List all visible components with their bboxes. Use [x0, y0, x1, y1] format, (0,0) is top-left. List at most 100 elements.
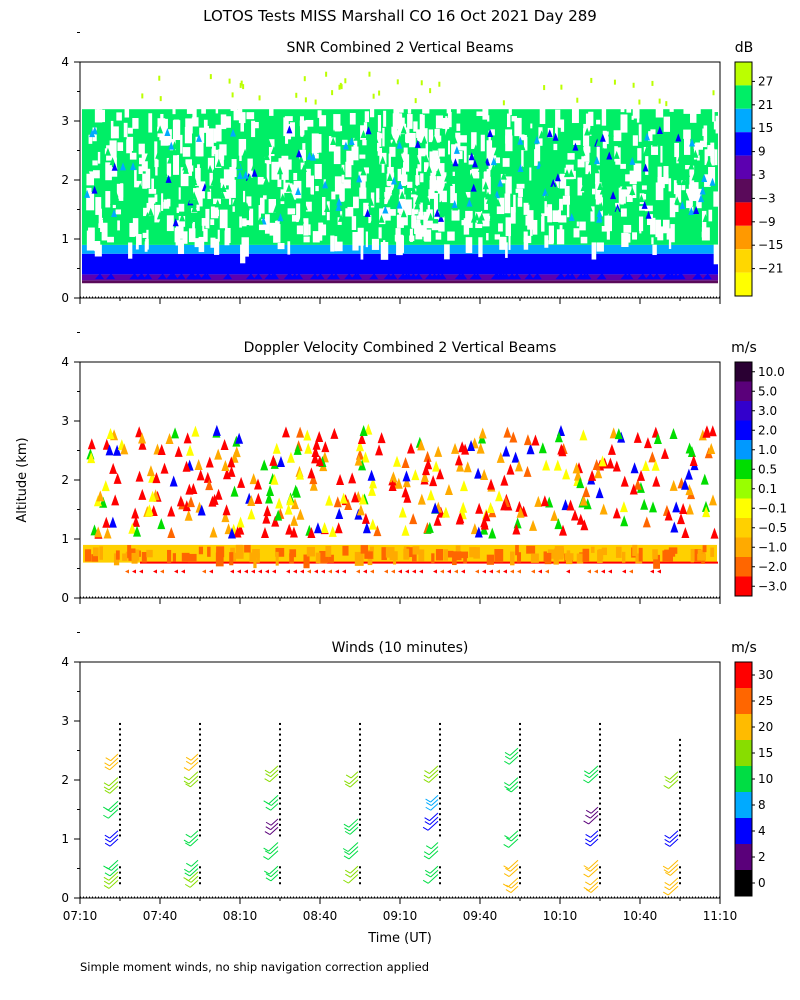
wind-barb [350, 771, 359, 779]
colorbar-swatch [735, 479, 752, 499]
doppler-speck [135, 470, 144, 482]
wind-profile-dot [439, 728, 441, 731]
snr-gap [696, 188, 702, 209]
doppler-low-mark [482, 569, 486, 574]
doppler-speck [511, 451, 520, 463]
wind-profile-dot [439, 786, 441, 789]
snr-gap [515, 188, 523, 193]
colorbar-label: −15 [758, 238, 783, 252]
doppler-speck [456, 460, 465, 472]
doppler-speck [265, 492, 274, 504]
snr-top-speck [339, 82, 342, 88]
wind-profile-dot [519, 797, 521, 800]
snr-top-speck [665, 101, 668, 107]
doppler-patch [652, 549, 658, 560]
doppler-speck [106, 427, 115, 439]
wind-profile-dot [679, 871, 681, 874]
snr-gap [523, 237, 529, 250]
doppler-patch [364, 551, 373, 559]
snr-speck [246, 173, 253, 182]
snr-gap [446, 108, 452, 114]
snr-speck [688, 161, 695, 170]
snr-gap [105, 191, 111, 208]
snr-gap [439, 190, 447, 203]
colorbar-swatch [735, 420, 752, 440]
wind-barb-flag [343, 879, 349, 884]
snr-layer [82, 280, 718, 284]
doppler-speck [291, 498, 300, 510]
wind-barb [190, 757, 199, 765]
snr-speck [610, 201, 617, 210]
wind-barb-flag [583, 873, 589, 878]
doppler-speck [557, 443, 566, 455]
wind-barb-flag [184, 883, 191, 888]
colorbar-label: −3.0 [758, 579, 787, 593]
snr-speck [277, 213, 284, 222]
wind-barb [349, 865, 359, 874]
snr-speck [442, 182, 449, 191]
wind-barb [268, 842, 279, 852]
snr-gap [342, 139, 348, 146]
doppler-speck [592, 458, 601, 470]
doppler-speck [276, 455, 285, 467]
snr-gap [264, 214, 270, 234]
y-tick-label: 0 [61, 591, 69, 605]
wind-barb-flag [423, 774, 430, 779]
snr-speck [410, 186, 417, 195]
wind-barb [589, 834, 599, 843]
snr-gap [312, 141, 318, 156]
doppler-low-mark [622, 569, 626, 574]
snr-gap [94, 244, 102, 257]
doppler-speck [320, 522, 329, 534]
panel-title: Doppler Velocity Combined 2 Vertical Bea… [244, 340, 557, 356]
snr-gap [363, 122, 368, 135]
wind-barb-flag [103, 865, 109, 870]
wind-barb-flag [186, 862, 192, 867]
wind-profile-dot [599, 744, 601, 747]
wind-profile-dot [199, 876, 201, 879]
snr-speck [532, 193, 539, 202]
doppler-patch [91, 554, 99, 562]
wind-profile-dot [279, 791, 281, 794]
colorbar-swatch [735, 792, 752, 818]
colorbar-swatch [735, 440, 752, 460]
doppler-speck [401, 524, 410, 536]
snr-low-speck [692, 273, 702, 280]
snr-gap [278, 158, 287, 171]
snr-gap [559, 215, 567, 223]
wind-barb [189, 838, 199, 847]
doppler-speck [102, 516, 111, 528]
snr-gap [166, 215, 174, 232]
wind-profile-dot [679, 813, 681, 816]
doppler-patch [418, 549, 425, 562]
wind-barb-flag [425, 873, 431, 878]
snr-speck [489, 212, 496, 221]
doppler-low-mark [272, 569, 276, 574]
snr-speck [179, 213, 186, 222]
snr-speck [111, 208, 118, 217]
wind-barb-flag [663, 785, 669, 789]
wind-barb-flag [663, 891, 669, 896]
snr-speck [157, 125, 164, 134]
snr-gap [714, 106, 721, 113]
doppler-speck [495, 490, 504, 502]
snr-gap [697, 155, 700, 161]
y-tick-label: 1 [61, 832, 69, 846]
wind-barb-flag [664, 839, 670, 843]
wind-barb-flag [265, 877, 272, 882]
snr-speck [326, 166, 333, 175]
y-tick-label: 0 [61, 291, 69, 305]
snr-gap [362, 139, 367, 146]
snr-gap [655, 182, 664, 201]
doppler-patch [526, 545, 536, 554]
snr-speck [191, 204, 198, 213]
snr-gap [92, 160, 98, 166]
snr-gap [193, 188, 199, 200]
doppler-speck [309, 473, 318, 485]
colorbar-label: 30 [758, 668, 773, 682]
snr-gap [579, 221, 586, 231]
doppler-patch [598, 549, 604, 560]
snr-gap [486, 168, 491, 187]
snr-gap [225, 227, 231, 244]
doppler-speck [131, 507, 140, 519]
